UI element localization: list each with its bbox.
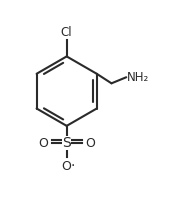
Text: Cl: Cl: [61, 26, 72, 39]
Text: O: O: [62, 160, 72, 173]
Text: O: O: [85, 137, 95, 150]
Text: ·: ·: [70, 159, 75, 173]
Text: O: O: [38, 137, 48, 150]
Text: NH₂: NH₂: [127, 71, 149, 84]
Text: S: S: [62, 136, 71, 150]
